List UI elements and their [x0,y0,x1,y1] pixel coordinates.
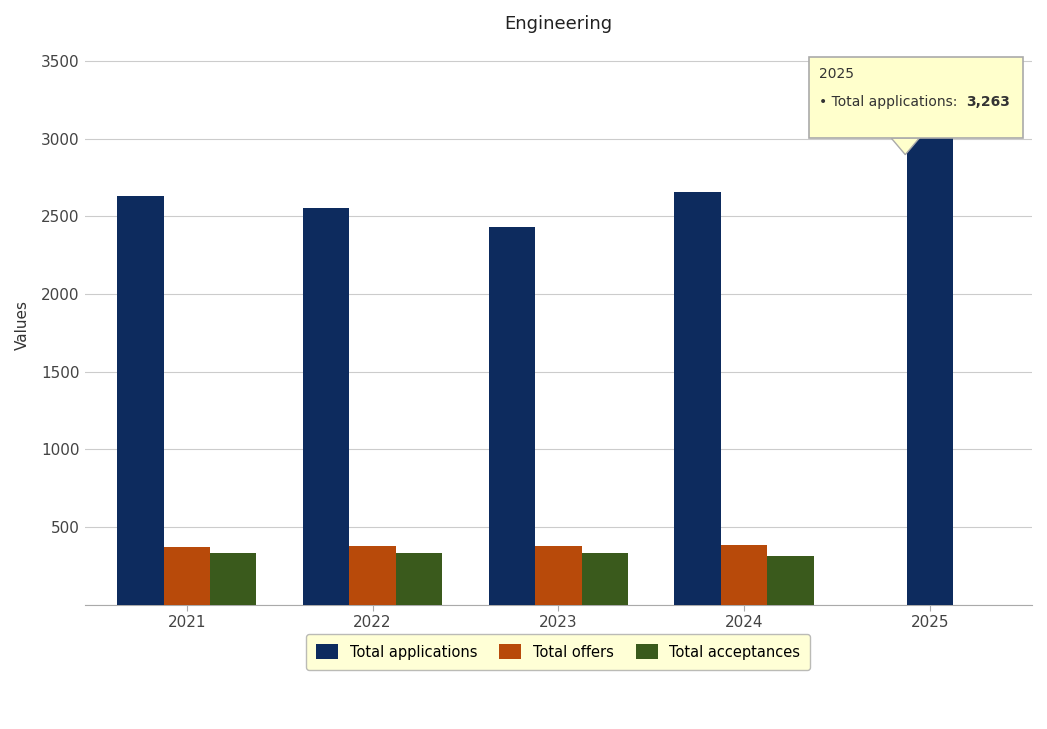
Legend: Total applications, Total offers, Total acceptances: Total applications, Total offers, Total … [306,634,810,670]
Text: 3,263: 3,263 [965,95,1009,109]
Y-axis label: Values: Values [15,300,30,350]
Bar [396,553,442,604]
Bar [303,208,350,604]
Title: Engineering: Engineering [505,15,612,33]
Bar [489,227,535,604]
Bar [535,546,581,604]
Bar [350,546,396,604]
Text: • Total applications:: • Total applications: [819,95,961,109]
Bar [163,547,210,604]
Bar [720,545,767,604]
Bar [117,196,163,604]
Bar [907,98,953,604]
Bar [767,556,814,604]
FancyBboxPatch shape [809,57,1023,138]
Bar [210,553,257,604]
Text: 2025: 2025 [819,67,854,81]
Polygon shape [891,138,919,155]
Bar [674,192,720,604]
Bar [581,553,628,604]
